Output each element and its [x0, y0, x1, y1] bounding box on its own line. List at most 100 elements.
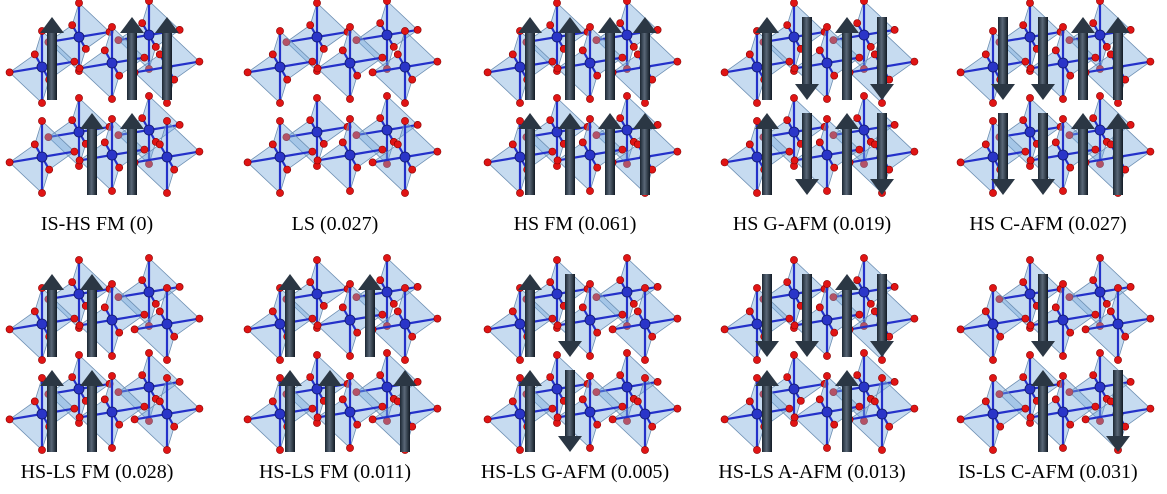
oxygen [674, 405, 681, 412]
oxygen [171, 423, 178, 430]
spin-head [558, 341, 582, 357]
structure [484, 254, 681, 453]
oxygen [856, 311, 863, 318]
spin-head [795, 84, 819, 100]
oxygen [314, 65, 321, 72]
cobalt [752, 409, 762, 419]
oxygen [871, 398, 878, 405]
oxygen [1052, 139, 1059, 146]
oxygen [586, 352, 593, 359]
oxygen [630, 43, 637, 50]
oxygen [586, 115, 593, 122]
oxygen [369, 69, 376, 76]
oxygen [753, 189, 760, 196]
oxygen [823, 187, 830, 194]
spin-head [518, 274, 542, 290]
oxygen [141, 54, 148, 61]
oxygen [623, 92, 630, 99]
cobalt [275, 152, 285, 162]
oxygen [414, 26, 421, 33]
oxygen [1027, 157, 1034, 164]
oxygen [145, 0, 152, 5]
cobalt [345, 315, 355, 325]
oxygen [71, 405, 78, 412]
oxygen [753, 99, 760, 106]
oxygen [982, 398, 989, 405]
cobalt [622, 125, 632, 135]
structure [957, 0, 1154, 197]
oxygen [284, 166, 291, 173]
oxygen [786, 405, 793, 412]
oxygen [554, 157, 561, 164]
oxygen [82, 45, 89, 52]
oxygen [547, 374, 554, 381]
cobalt [37, 319, 47, 329]
oxygen [1082, 326, 1089, 333]
oxygen [654, 283, 661, 290]
cobalt [345, 58, 355, 68]
oxygen [196, 315, 203, 322]
oxygen [101, 304, 108, 311]
caption: LS (0.027) [292, 213, 379, 235]
cobalt [382, 287, 392, 297]
cobalt [822, 407, 832, 417]
spin-shaft [762, 129, 772, 195]
spin-shaft [47, 290, 57, 357]
cobalt [1058, 58, 1068, 68]
oxygen [634, 308, 641, 315]
oxygen [152, 43, 159, 50]
spin-shaft [1078, 129, 1088, 195]
cobalt [1025, 127, 1035, 137]
oxygen [276, 446, 283, 453]
cobalt [988, 319, 998, 329]
oxygen [579, 47, 586, 54]
oxygen [484, 69, 491, 76]
oxygen [116, 329, 123, 336]
oxygen [108, 115, 115, 122]
oxygen [269, 51, 276, 58]
oxygen [854, 277, 861, 284]
spin-shaft [802, 113, 812, 179]
oxygen [307, 279, 314, 286]
oxygen [309, 315, 316, 322]
oxygen [69, 374, 76, 381]
oxygen [269, 398, 276, 405]
spin-head [755, 17, 779, 33]
oxygen [816, 396, 823, 403]
oxygen [1090, 372, 1097, 379]
spin-shaft [998, 17, 1008, 84]
spin-shaft [565, 370, 575, 436]
oxygen [911, 58, 918, 65]
spin-shaft [1078, 33, 1088, 100]
oxygen [786, 148, 793, 155]
cobalt [752, 62, 762, 72]
oxygen [346, 372, 353, 379]
oxygen [989, 99, 996, 106]
oxygen [831, 329, 838, 336]
oxygen [823, 444, 830, 451]
oxygen [586, 187, 593, 194]
spin-shaft [162, 33, 172, 100]
cobalt [988, 62, 998, 72]
spin-shaft [400, 386, 410, 452]
oxygen [746, 308, 753, 315]
oxygen [176, 378, 183, 385]
oxygen [1052, 396, 1059, 403]
cobalt [107, 315, 117, 325]
cobalt [1095, 125, 1105, 135]
spin-head [558, 436, 582, 452]
cobalt [382, 382, 392, 392]
oxygen [1026, 351, 1033, 358]
oxygen [891, 121, 898, 128]
oxygen [878, 99, 885, 106]
oxygen [823, 115, 830, 122]
oxygen [116, 72, 123, 79]
spin-shaft [877, 17, 887, 84]
oxygen [1103, 300, 1110, 307]
cobalt [74, 32, 84, 42]
oxygen [746, 141, 753, 148]
oxygen [38, 189, 45, 196]
oxygen [516, 189, 523, 196]
spin-shaft [87, 129, 97, 195]
oxygen [553, 0, 560, 7]
